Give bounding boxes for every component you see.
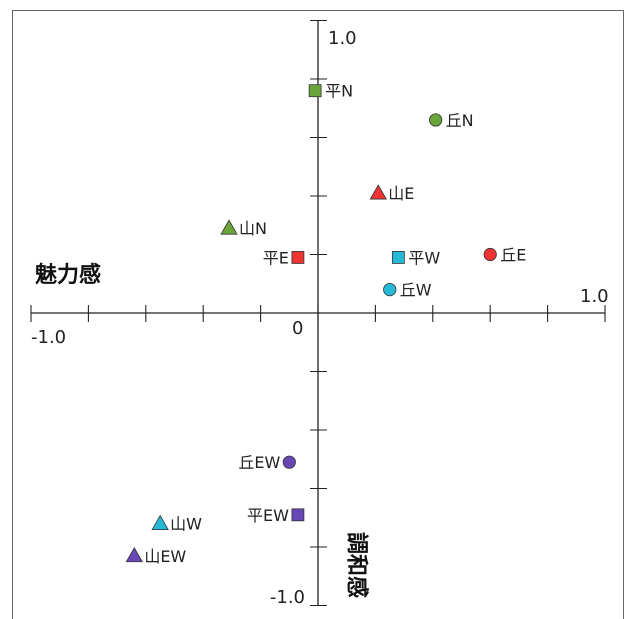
data-point: 丘W bbox=[383, 281, 432, 300]
point-label: 山E bbox=[388, 184, 414, 203]
circle-marker bbox=[429, 113, 443, 127]
square-marker bbox=[391, 251, 405, 264]
axis-ticks bbox=[30, 19, 606, 607]
data-point: 平EW bbox=[247, 506, 305, 525]
circle-marker bbox=[383, 282, 397, 297]
triangle-marker bbox=[220, 219, 238, 235]
point-label: 平W bbox=[408, 248, 440, 267]
y-axis-min-label: -1.0 bbox=[270, 587, 305, 608]
point-label: 丘W bbox=[400, 281, 432, 300]
square-marker bbox=[308, 84, 322, 98]
data-point: 山W bbox=[151, 514, 202, 534]
chart-frame bbox=[12, 10, 624, 619]
data-point: 丘EW bbox=[238, 453, 296, 472]
point-label: 丘EW bbox=[238, 453, 280, 472]
x-axis-min-label: -1.0 bbox=[31, 327, 66, 348]
x-axis-title: 魅力感 bbox=[35, 262, 101, 288]
data-point: 丘E bbox=[483, 246, 526, 265]
point-label: 山EW bbox=[144, 547, 186, 566]
data-point: 平W bbox=[391, 248, 440, 267]
x-axis-max-label: 1.0 bbox=[580, 286, 609, 307]
data-point: 丘N bbox=[429, 111, 474, 130]
square-marker bbox=[291, 251, 305, 264]
data-point: 平N bbox=[308, 82, 353, 101]
point-label: 平N bbox=[325, 82, 353, 101]
data-point: 平E bbox=[263, 248, 305, 267]
point-label: 山N bbox=[239, 219, 267, 238]
point-label: 丘N bbox=[446, 111, 474, 130]
point-label: 丘E bbox=[500, 246, 526, 265]
y-axis-title: 調和感 bbox=[344, 532, 370, 598]
circle-marker bbox=[282, 455, 296, 469]
triangle-marker bbox=[369, 184, 387, 200]
data-point: 山N bbox=[220, 219, 267, 238]
circle-marker bbox=[483, 247, 497, 262]
point-label: 平E bbox=[263, 248, 289, 267]
triangle-marker bbox=[125, 546, 144, 563]
point-label: 平EW bbox=[247, 506, 289, 525]
data-point: 山EW bbox=[125, 546, 186, 566]
data-points: 平N 丘N 山E 山N 平E 平W 丘E 丘W 丘EW 平EW 山W 山EW bbox=[125, 82, 526, 566]
data-point: 山E bbox=[369, 184, 414, 203]
origin-label: 0 bbox=[292, 318, 303, 339]
square-marker bbox=[291, 508, 305, 522]
y-axis-max-label: 1.0 bbox=[328, 28, 357, 49]
triangle-marker bbox=[151, 514, 169, 530]
point-label: 山W bbox=[170, 515, 202, 534]
